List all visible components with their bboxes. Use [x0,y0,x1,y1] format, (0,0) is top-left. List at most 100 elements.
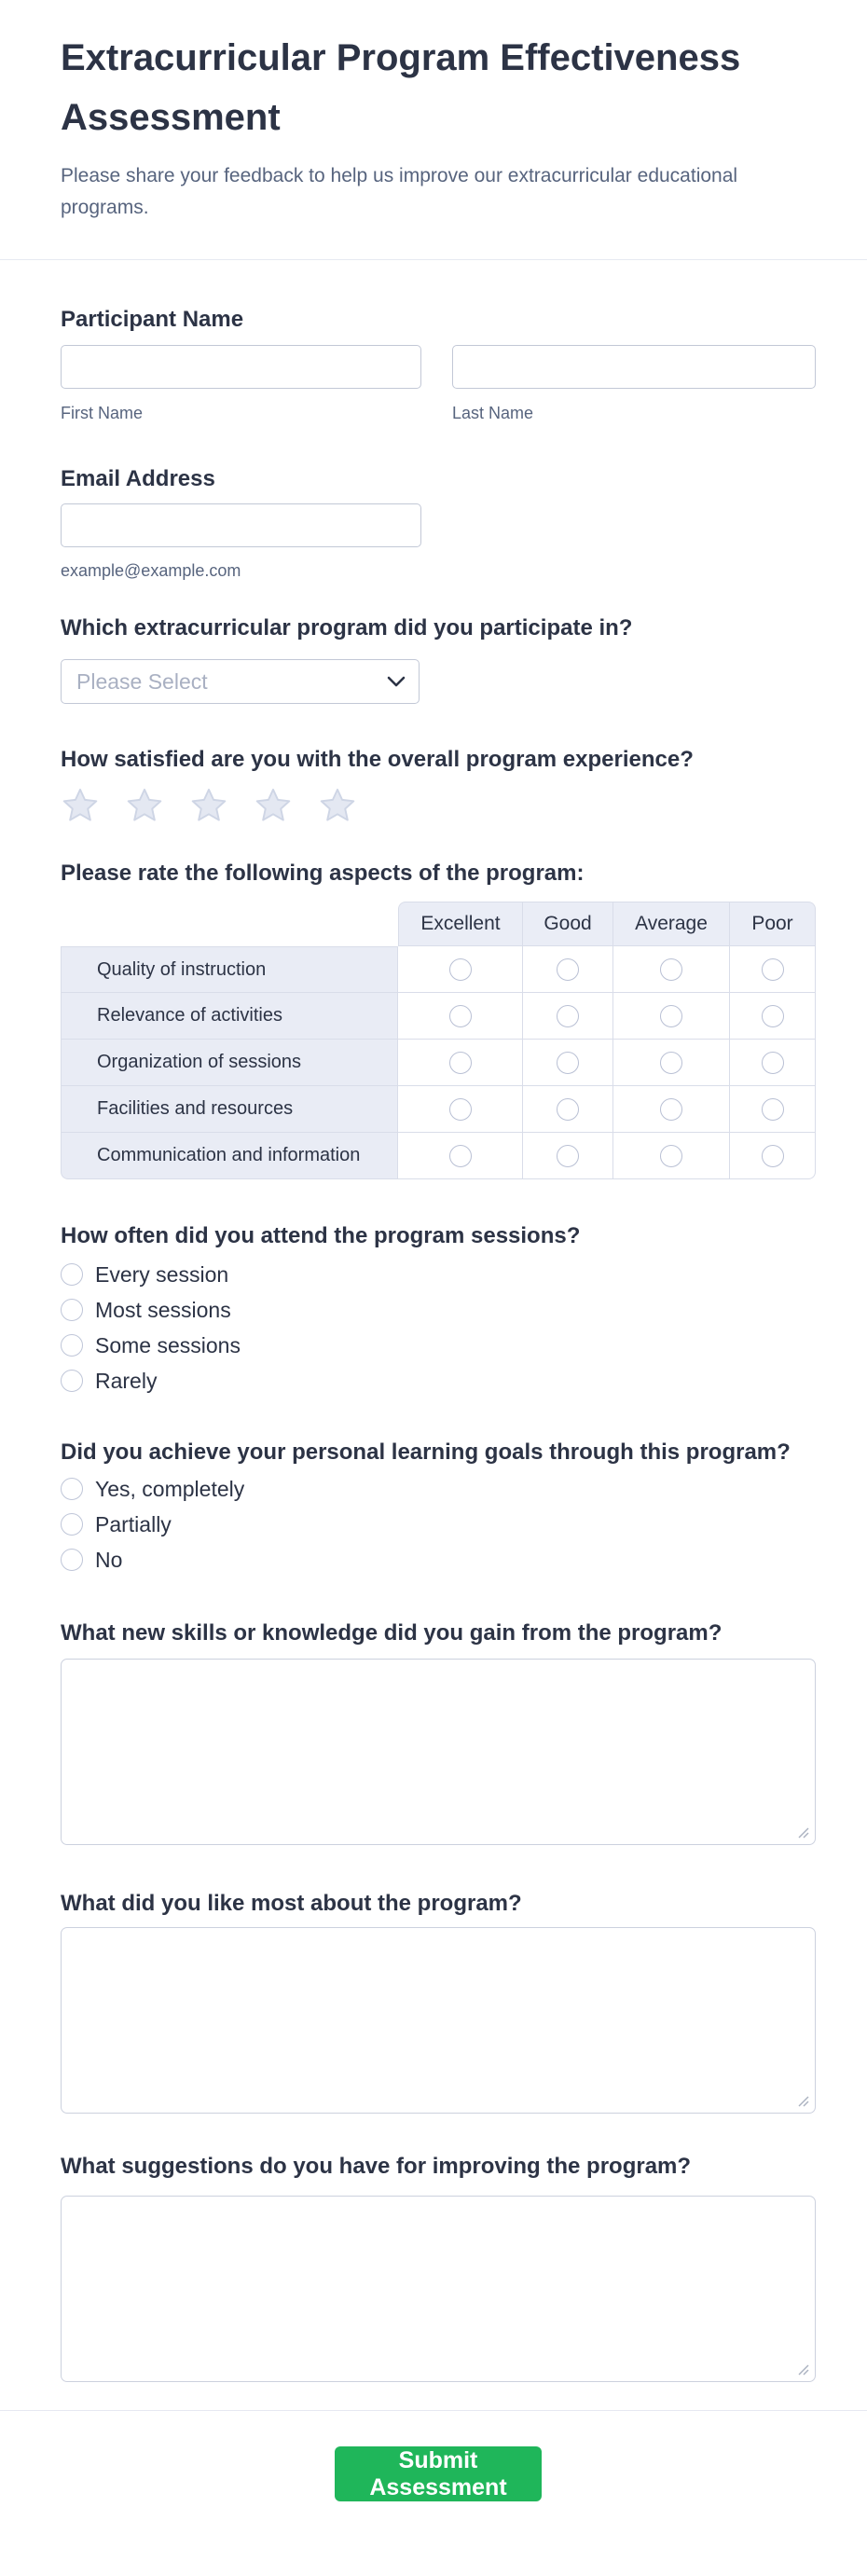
table-radio[interactable] [557,1144,579,1167]
table-radio[interactable] [448,1144,472,1167]
table-radio-cell [398,1086,523,1133]
table-radio[interactable] [557,1004,579,1027]
table-radio[interactable] [448,1004,472,1027]
email-sublabel: example@example.com [61,561,241,580]
goals-option[interactable]: Partially [61,1512,816,1536]
table-radio[interactable] [660,1097,682,1121]
radio-icon[interactable] [61,1478,83,1500]
radio-icon[interactable] [61,1263,83,1286]
satisfaction-label: How satisfied are you with the overall p… [61,747,694,772]
table-radio[interactable] [660,1144,682,1167]
star-icon[interactable] [254,786,293,825]
attendance-option[interactable]: Every session [61,1262,816,1287]
table-radio-cell [523,946,613,993]
attendance-option[interactable]: Rarely [61,1368,816,1393]
attendance-label: How often did you attend the program ses… [61,1223,581,1248]
table-radio[interactable] [761,1097,784,1121]
table-radio[interactable] [660,957,682,981]
table-radio[interactable] [660,1004,682,1027]
star-rating [61,786,816,825]
liked-textarea[interactable] [61,1927,816,2114]
suggestions-label: What suggestions do you have for improvi… [61,2154,692,2179]
goals-option[interactable]: Yes, completely [61,1476,816,1501]
header-divider [0,259,867,260]
resize-handle-icon[interactable] [796,1825,809,1839]
goals-option-label: Yes, completely [95,1476,245,1501]
first-name-input[interactable] [61,345,421,389]
rating-table-label: Please rate the following aspects of the… [61,861,585,886]
attendance-option[interactable]: Most sessions [61,1297,816,1322]
table-radio-cell [523,1040,613,1086]
table-radio-cell [613,1133,730,1179]
submit-button[interactable]: Submit Assessment [335,2446,542,2501]
table-row-label: Quality of instruction [61,946,398,993]
resize-handle-icon[interactable] [796,2362,809,2376]
table-radio-cell [398,993,523,1040]
table-radio-cell [398,946,523,993]
program-select-label: Which extracurricular program did you pa… [61,615,633,641]
radio-icon[interactable] [61,1334,83,1357]
attendance-option-label: Rarely [95,1368,158,1393]
table-radio[interactable] [557,1097,579,1121]
suggestions-textarea[interactable] [61,2196,816,2382]
rating-table: Excellent Good Average Poor Quality of instr… [61,902,816,1179]
chevron-down-icon [386,675,406,693]
table-radio-cell [730,1133,816,1179]
star-icon[interactable] [61,786,100,825]
table-radio[interactable] [761,1051,784,1074]
attendance-option[interactable]: Some sessions [61,1332,816,1357]
email-input[interactable] [61,503,421,547]
table-radio-cell [730,1086,816,1133]
form-subtitle: Please share your feedback to help us im… [61,165,738,218]
table-column-header: Poor [730,902,816,946]
table-radio[interactable] [557,957,579,981]
star-icon[interactable] [189,786,228,825]
participant-name-label: Participant Name [61,307,244,332]
skills-textarea[interactable] [61,1659,816,1845]
table-radio[interactable] [761,1144,784,1167]
liked-label: What did you like most about the program… [61,1891,522,1916]
email-label: Email Address [61,466,215,491]
attendance-options: Every session Most sessions Some sessions R… [61,1262,816,1393]
star-icon[interactable] [318,786,357,825]
table-radio[interactable] [761,1004,784,1027]
program-select-placeholder: Please Select [76,668,208,694]
table-radio[interactable] [557,1051,579,1074]
table-radio-cell [613,1086,730,1133]
table-radio-cell [523,1133,613,1179]
first-name-sublabel: First Name [61,404,144,422]
resize-handle-icon[interactable] [796,2094,809,2107]
footer-divider [0,2410,867,2411]
goals-option-label: No [95,1547,123,1572]
attendance-option-label: Most sessions [95,1297,231,1322]
table-column-header: Excellent [398,902,523,946]
table-row-label: Organization of sessions [61,1040,398,1086]
table-radio-cell [523,993,613,1040]
table-radio-cell [613,1040,730,1086]
program-select[interactable]: Please Select [61,659,420,704]
attendance-option-label: Some sessions [95,1332,241,1357]
radio-icon[interactable] [61,1370,83,1392]
radio-icon[interactable] [61,1299,83,1321]
table-column-header: Good [523,902,613,946]
table-radio[interactable] [660,1051,682,1074]
table-radio-cell [730,946,816,993]
radio-icon[interactable] [61,1549,83,1571]
table-radio[interactable] [761,957,784,981]
last-name-input[interactable] [452,345,816,389]
table-radio-cell [398,1040,523,1086]
table-radio[interactable] [448,1051,472,1074]
star-icon[interactable] [125,786,164,825]
table-radio[interactable] [448,957,472,981]
table-radio-cell [730,993,816,1040]
table-radio[interactable] [448,1097,472,1121]
goals-options: Yes, completely Partially No [61,1476,816,1572]
participant-name-row [61,345,816,389]
last-name-sublabel: Last Name [452,404,534,422]
goals-option[interactable]: No [61,1547,816,1572]
table-radio-cell [398,1133,523,1179]
table-radio-cell [523,1086,613,1133]
radio-icon[interactable] [61,1513,83,1536]
table-corner-cell [61,902,398,946]
table-radio-cell [613,946,730,993]
